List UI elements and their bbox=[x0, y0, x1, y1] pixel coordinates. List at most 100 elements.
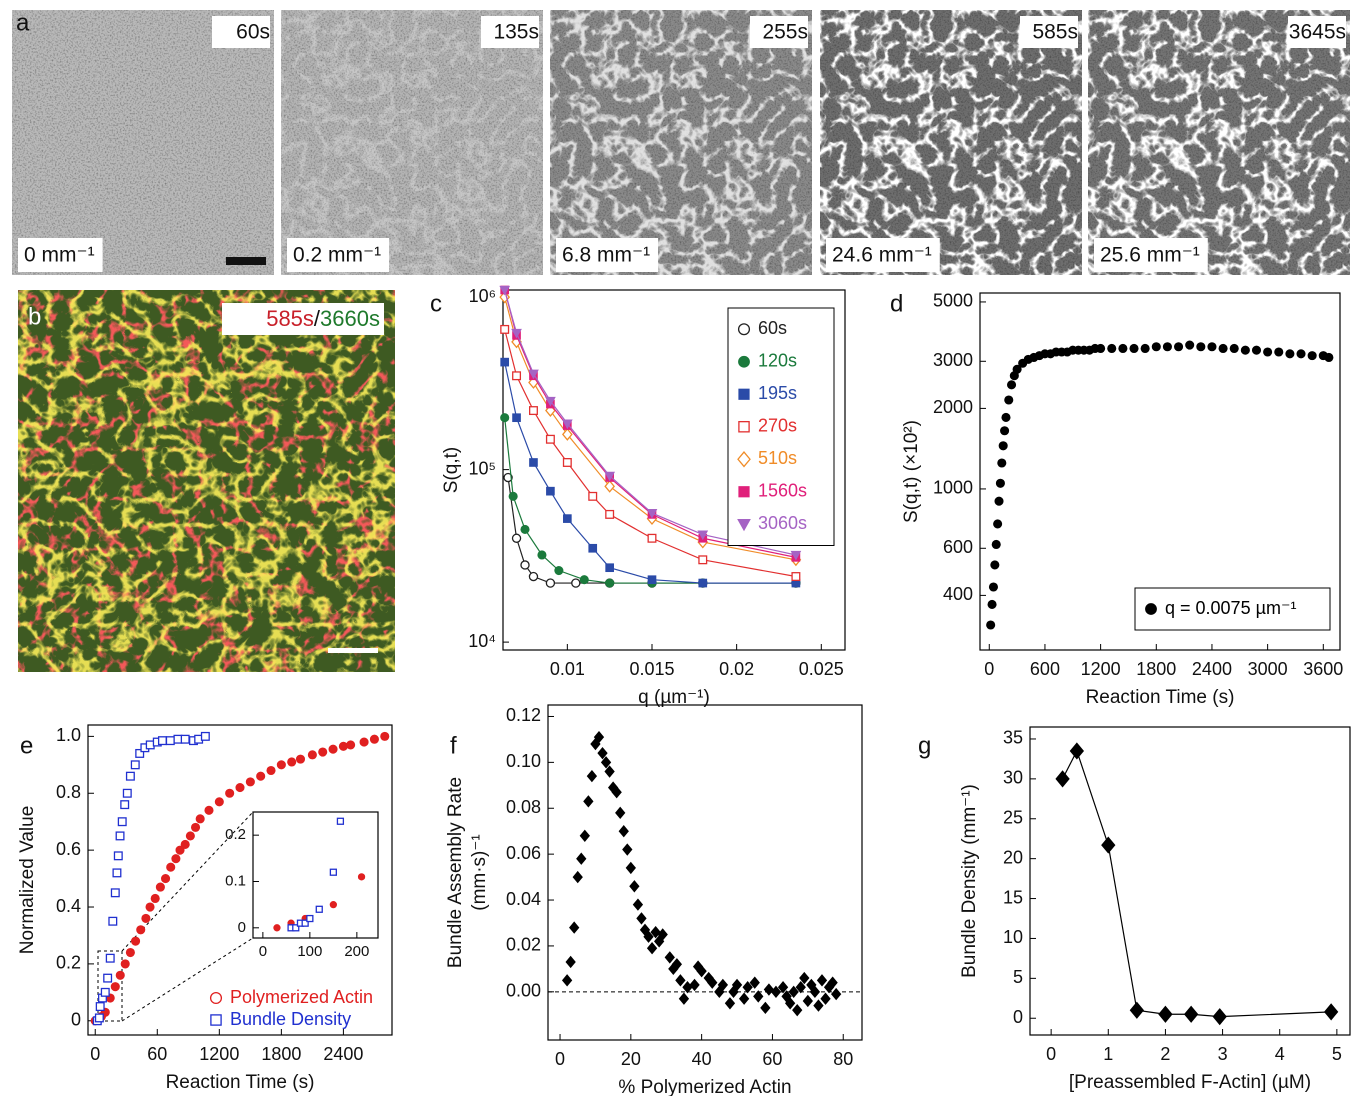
marker bbox=[338, 741, 348, 751]
x-tick-label: 1200 bbox=[199, 1044, 239, 1064]
series-line bbox=[504, 417, 796, 584]
marker bbox=[1001, 412, 1011, 423]
marker bbox=[604, 479, 616, 493]
marker bbox=[625, 861, 636, 875]
marker bbox=[357, 873, 366, 881]
marker bbox=[611, 786, 622, 799]
marker bbox=[650, 925, 661, 939]
marker bbox=[157, 736, 167, 746]
marker bbox=[1129, 1001, 1145, 1019]
series-line bbox=[1062, 749, 1332, 1018]
marker bbox=[788, 985, 799, 998]
marker bbox=[784, 997, 796, 1010]
label-box bbox=[287, 238, 390, 272]
marker bbox=[131, 936, 141, 946]
y-tick-label: 3000 bbox=[933, 350, 973, 370]
marker bbox=[166, 862, 176, 872]
marker bbox=[545, 578, 556, 588]
legend-label: 1560s bbox=[758, 481, 807, 501]
marker bbox=[150, 893, 160, 904]
marker bbox=[629, 880, 640, 893]
micrograph-texture bbox=[18, 290, 395, 672]
marker bbox=[292, 924, 300, 932]
marker bbox=[588, 543, 598, 553]
density-label: 6.8 mm⁻¹ bbox=[562, 244, 650, 267]
legend-label: 510s bbox=[758, 448, 797, 468]
marker bbox=[155, 882, 165, 892]
marker bbox=[753, 990, 764, 1003]
marker bbox=[190, 822, 201, 832]
x-tick-label: 2400 bbox=[323, 1044, 363, 1064]
marker bbox=[105, 953, 115, 963]
marker bbox=[588, 491, 598, 501]
y-tick-label: 400 bbox=[943, 584, 973, 604]
marker bbox=[561, 428, 573, 441]
marker bbox=[110, 888, 120, 898]
marker bbox=[276, 760, 286, 770]
time-label: 3645s bbox=[1289, 21, 1346, 44]
marker bbox=[103, 973, 113, 983]
legend-label: 60s bbox=[758, 318, 787, 338]
marker bbox=[94, 1013, 104, 1023]
label-box bbox=[826, 238, 940, 272]
x-tick-label: 0 bbox=[1046, 1044, 1056, 1064]
marker bbox=[605, 509, 615, 519]
marker bbox=[115, 970, 125, 980]
marker bbox=[760, 1001, 771, 1015]
marker bbox=[986, 620, 996, 630]
separator: / bbox=[314, 306, 321, 331]
x-tick-label: 40 bbox=[692, 1049, 712, 1069]
marker bbox=[225, 788, 235, 798]
marker bbox=[135, 748, 145, 758]
legend-marker bbox=[738, 486, 750, 498]
marker bbox=[141, 913, 151, 923]
legend-label: 195s bbox=[758, 383, 797, 403]
marker bbox=[664, 951, 675, 964]
x-tick-label: 2400 bbox=[1192, 659, 1232, 679]
marker bbox=[112, 868, 122, 878]
marker bbox=[336, 817, 345, 825]
marker bbox=[256, 771, 266, 781]
marker bbox=[1118, 343, 1128, 354]
marker bbox=[790, 550, 802, 561]
legend-marker bbox=[737, 323, 751, 336]
marker bbox=[593, 730, 605, 744]
marker bbox=[696, 964, 707, 978]
marker bbox=[1069, 742, 1085, 760]
marker bbox=[287, 757, 297, 767]
marker bbox=[561, 974, 573, 987]
marker bbox=[508, 491, 518, 501]
marker bbox=[235, 783, 245, 793]
marker bbox=[1324, 352, 1334, 363]
marker bbox=[500, 324, 510, 334]
label-box bbox=[18, 238, 103, 272]
marker bbox=[1096, 343, 1106, 354]
marker bbox=[100, 987, 110, 997]
marker bbox=[1229, 343, 1239, 354]
marker bbox=[554, 565, 564, 576]
marker bbox=[1183, 1005, 1199, 1023]
x-tick-label: 1 bbox=[1103, 1044, 1113, 1064]
marker bbox=[563, 514, 572, 523]
plot-frame bbox=[547, 704, 863, 1041]
marker bbox=[1185, 340, 1195, 350]
marker bbox=[122, 788, 132, 798]
marker bbox=[731, 978, 743, 992]
label-box bbox=[556, 238, 659, 272]
marker bbox=[993, 519, 1003, 529]
y-tick-label: 0.1 bbox=[225, 872, 246, 889]
marker bbox=[990, 560, 1000, 570]
x-tick-label: 200 bbox=[344, 943, 369, 960]
y-axis-label: S(q,t) bbox=[441, 447, 462, 493]
marker bbox=[565, 955, 576, 969]
marker bbox=[1151, 342, 1161, 352]
legend-marker bbox=[210, 1014, 222, 1026]
x-tick-label: 100 bbox=[297, 943, 322, 960]
marker bbox=[647, 575, 657, 585]
y-tick-label: 0.06 bbox=[506, 843, 541, 863]
marker bbox=[307, 750, 317, 760]
marker bbox=[763, 983, 775, 996]
marker bbox=[561, 419, 573, 430]
marker bbox=[1251, 345, 1262, 355]
marker bbox=[749, 976, 760, 989]
